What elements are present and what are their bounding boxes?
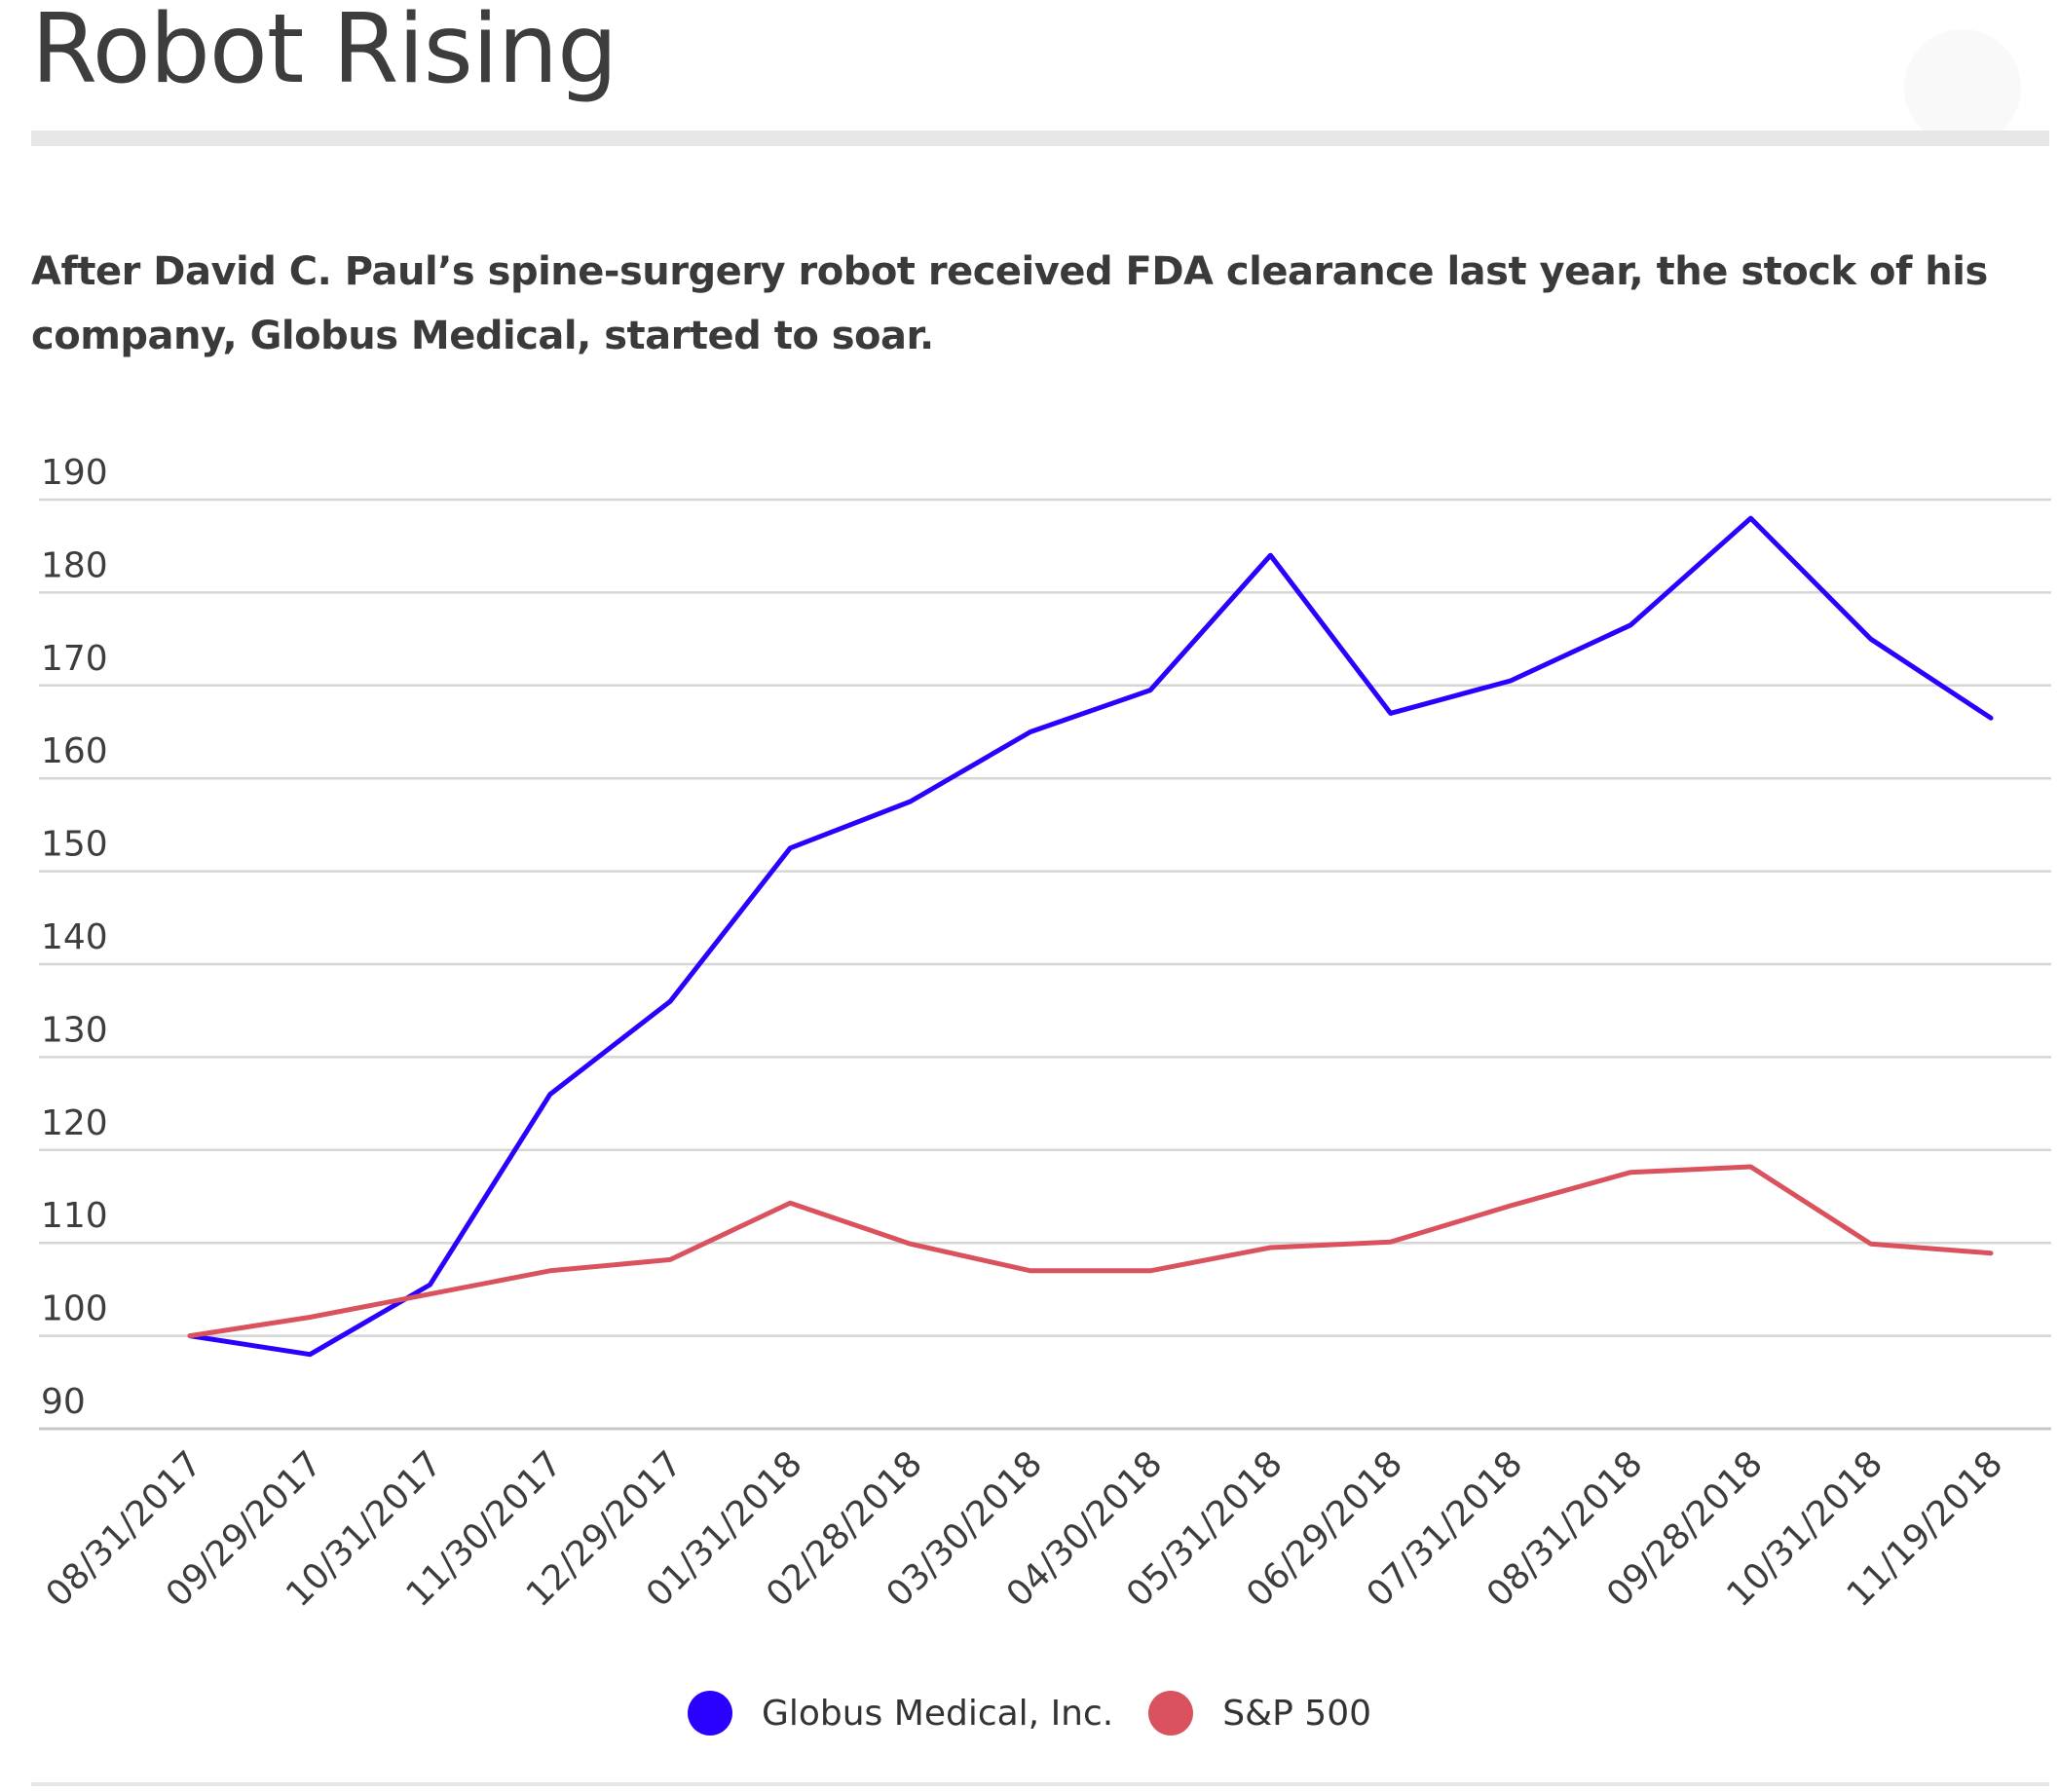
- legend-swatch-icon: [1148, 1691, 1194, 1736]
- chart-subtitle: After David C. Paul’s spine-surgery robo…: [31, 249, 1988, 358]
- y-tick-label: 140: [41, 917, 108, 957]
- y-tick-label: 100: [41, 1289, 108, 1329]
- y-tick-label: 160: [41, 731, 108, 771]
- y-tick-label: 110: [41, 1196, 108, 1236]
- line-chart: 9010011012013014015016017018019008/31/20…: [39, 453, 2051, 1615]
- series-line-s-p-500: [187, 1164, 1994, 1339]
- y-tick-label: 130: [41, 1010, 108, 1050]
- y-tick-label: 190: [41, 453, 108, 493]
- y-tick-label: 180: [41, 545, 108, 585]
- legend-label: Globus Medical, Inc.: [761, 1693, 1114, 1734]
- series-line-globus-medical-inc: [187, 515, 1994, 1358]
- y-tick-label: 150: [41, 825, 108, 865]
- y-tick-label: 170: [41, 639, 108, 679]
- legend-item: S&P 500: [1148, 1691, 1371, 1736]
- title-divider: [31, 131, 2049, 146]
- legend-label: S&P 500: [1222, 1693, 1372, 1734]
- bottom-divider: [31, 1782, 2049, 1786]
- chart-legend: Globus Medical, Inc. S&P 500: [0, 1691, 2059, 1736]
- legend-item: Globus Medical, Inc.: [687, 1691, 1114, 1736]
- chart-title: Robot Rising: [31, 0, 618, 105]
- y-tick-label: 90: [41, 1382, 86, 1422]
- corner-badge-icon: [1904, 29, 2021, 146]
- legend-swatch-icon: [687, 1691, 732, 1736]
- y-tick-label: 120: [41, 1103, 108, 1143]
